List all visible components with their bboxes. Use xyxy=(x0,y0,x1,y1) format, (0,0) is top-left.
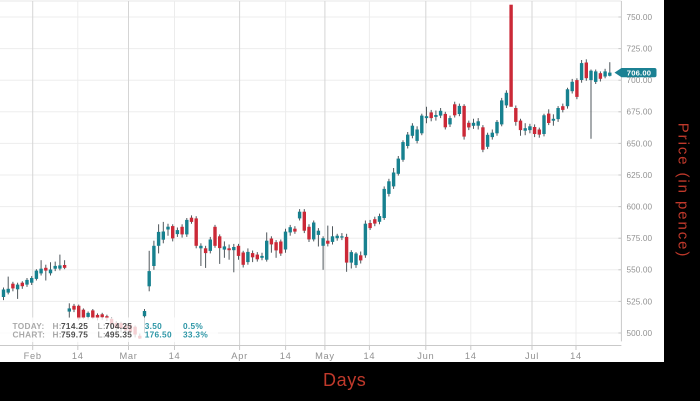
svg-text:759.75: 759.75 xyxy=(61,329,88,339)
svg-text:14: 14 xyxy=(72,351,84,361)
svg-text:Jul: Jul xyxy=(525,351,539,361)
svg-text:750.00: 750.00 xyxy=(627,13,653,22)
svg-text:600.00: 600.00 xyxy=(627,203,653,212)
svg-text:CHART:: CHART: xyxy=(13,329,46,339)
svg-text:575.00: 575.00 xyxy=(627,234,653,243)
svg-text:700.00: 700.00 xyxy=(627,76,653,85)
svg-text:714.25: 714.25 xyxy=(61,321,88,331)
svg-text:TODAY:: TODAY: xyxy=(13,321,45,331)
svg-text:33.3%: 33.3% xyxy=(183,329,208,339)
svg-text:495.35: 495.35 xyxy=(105,329,132,339)
svg-text:Mar: Mar xyxy=(119,351,137,361)
svg-text:14: 14 xyxy=(364,351,376,361)
svg-text:14: 14 xyxy=(465,351,477,361)
svg-text:650.00: 650.00 xyxy=(627,139,653,148)
svg-text:14: 14 xyxy=(169,351,181,361)
svg-text:550.00: 550.00 xyxy=(627,266,653,275)
svg-text:0.5%: 0.5% xyxy=(183,321,203,331)
svg-text:704.25: 704.25 xyxy=(105,321,132,331)
svg-text:Feb: Feb xyxy=(24,351,42,361)
svg-text:Price (in pence): Price (in pence) xyxy=(675,123,692,258)
svg-text:Apr: Apr xyxy=(231,351,248,361)
svg-text:706.00: 706.00 xyxy=(627,68,651,77)
svg-text:L:: L: xyxy=(98,329,106,339)
svg-text:14: 14 xyxy=(570,351,582,361)
svg-text:176.50: 176.50 xyxy=(145,329,172,339)
svg-text:Days: Days xyxy=(323,370,366,390)
svg-text:H:: H: xyxy=(53,321,62,331)
svg-text:L:: L: xyxy=(98,321,106,331)
svg-text:725.00: 725.00 xyxy=(627,45,653,54)
svg-text:625.00: 625.00 xyxy=(627,171,653,180)
svg-text:May: May xyxy=(315,351,335,361)
svg-text:14: 14 xyxy=(280,351,292,361)
svg-text:Jun: Jun xyxy=(417,351,434,361)
svg-text:3.50: 3.50 xyxy=(145,321,162,331)
svg-text:525.00: 525.00 xyxy=(627,297,653,306)
svg-text:675.00: 675.00 xyxy=(627,108,653,117)
svg-text:H:: H: xyxy=(53,329,62,339)
svg-text:500.00: 500.00 xyxy=(627,329,653,338)
